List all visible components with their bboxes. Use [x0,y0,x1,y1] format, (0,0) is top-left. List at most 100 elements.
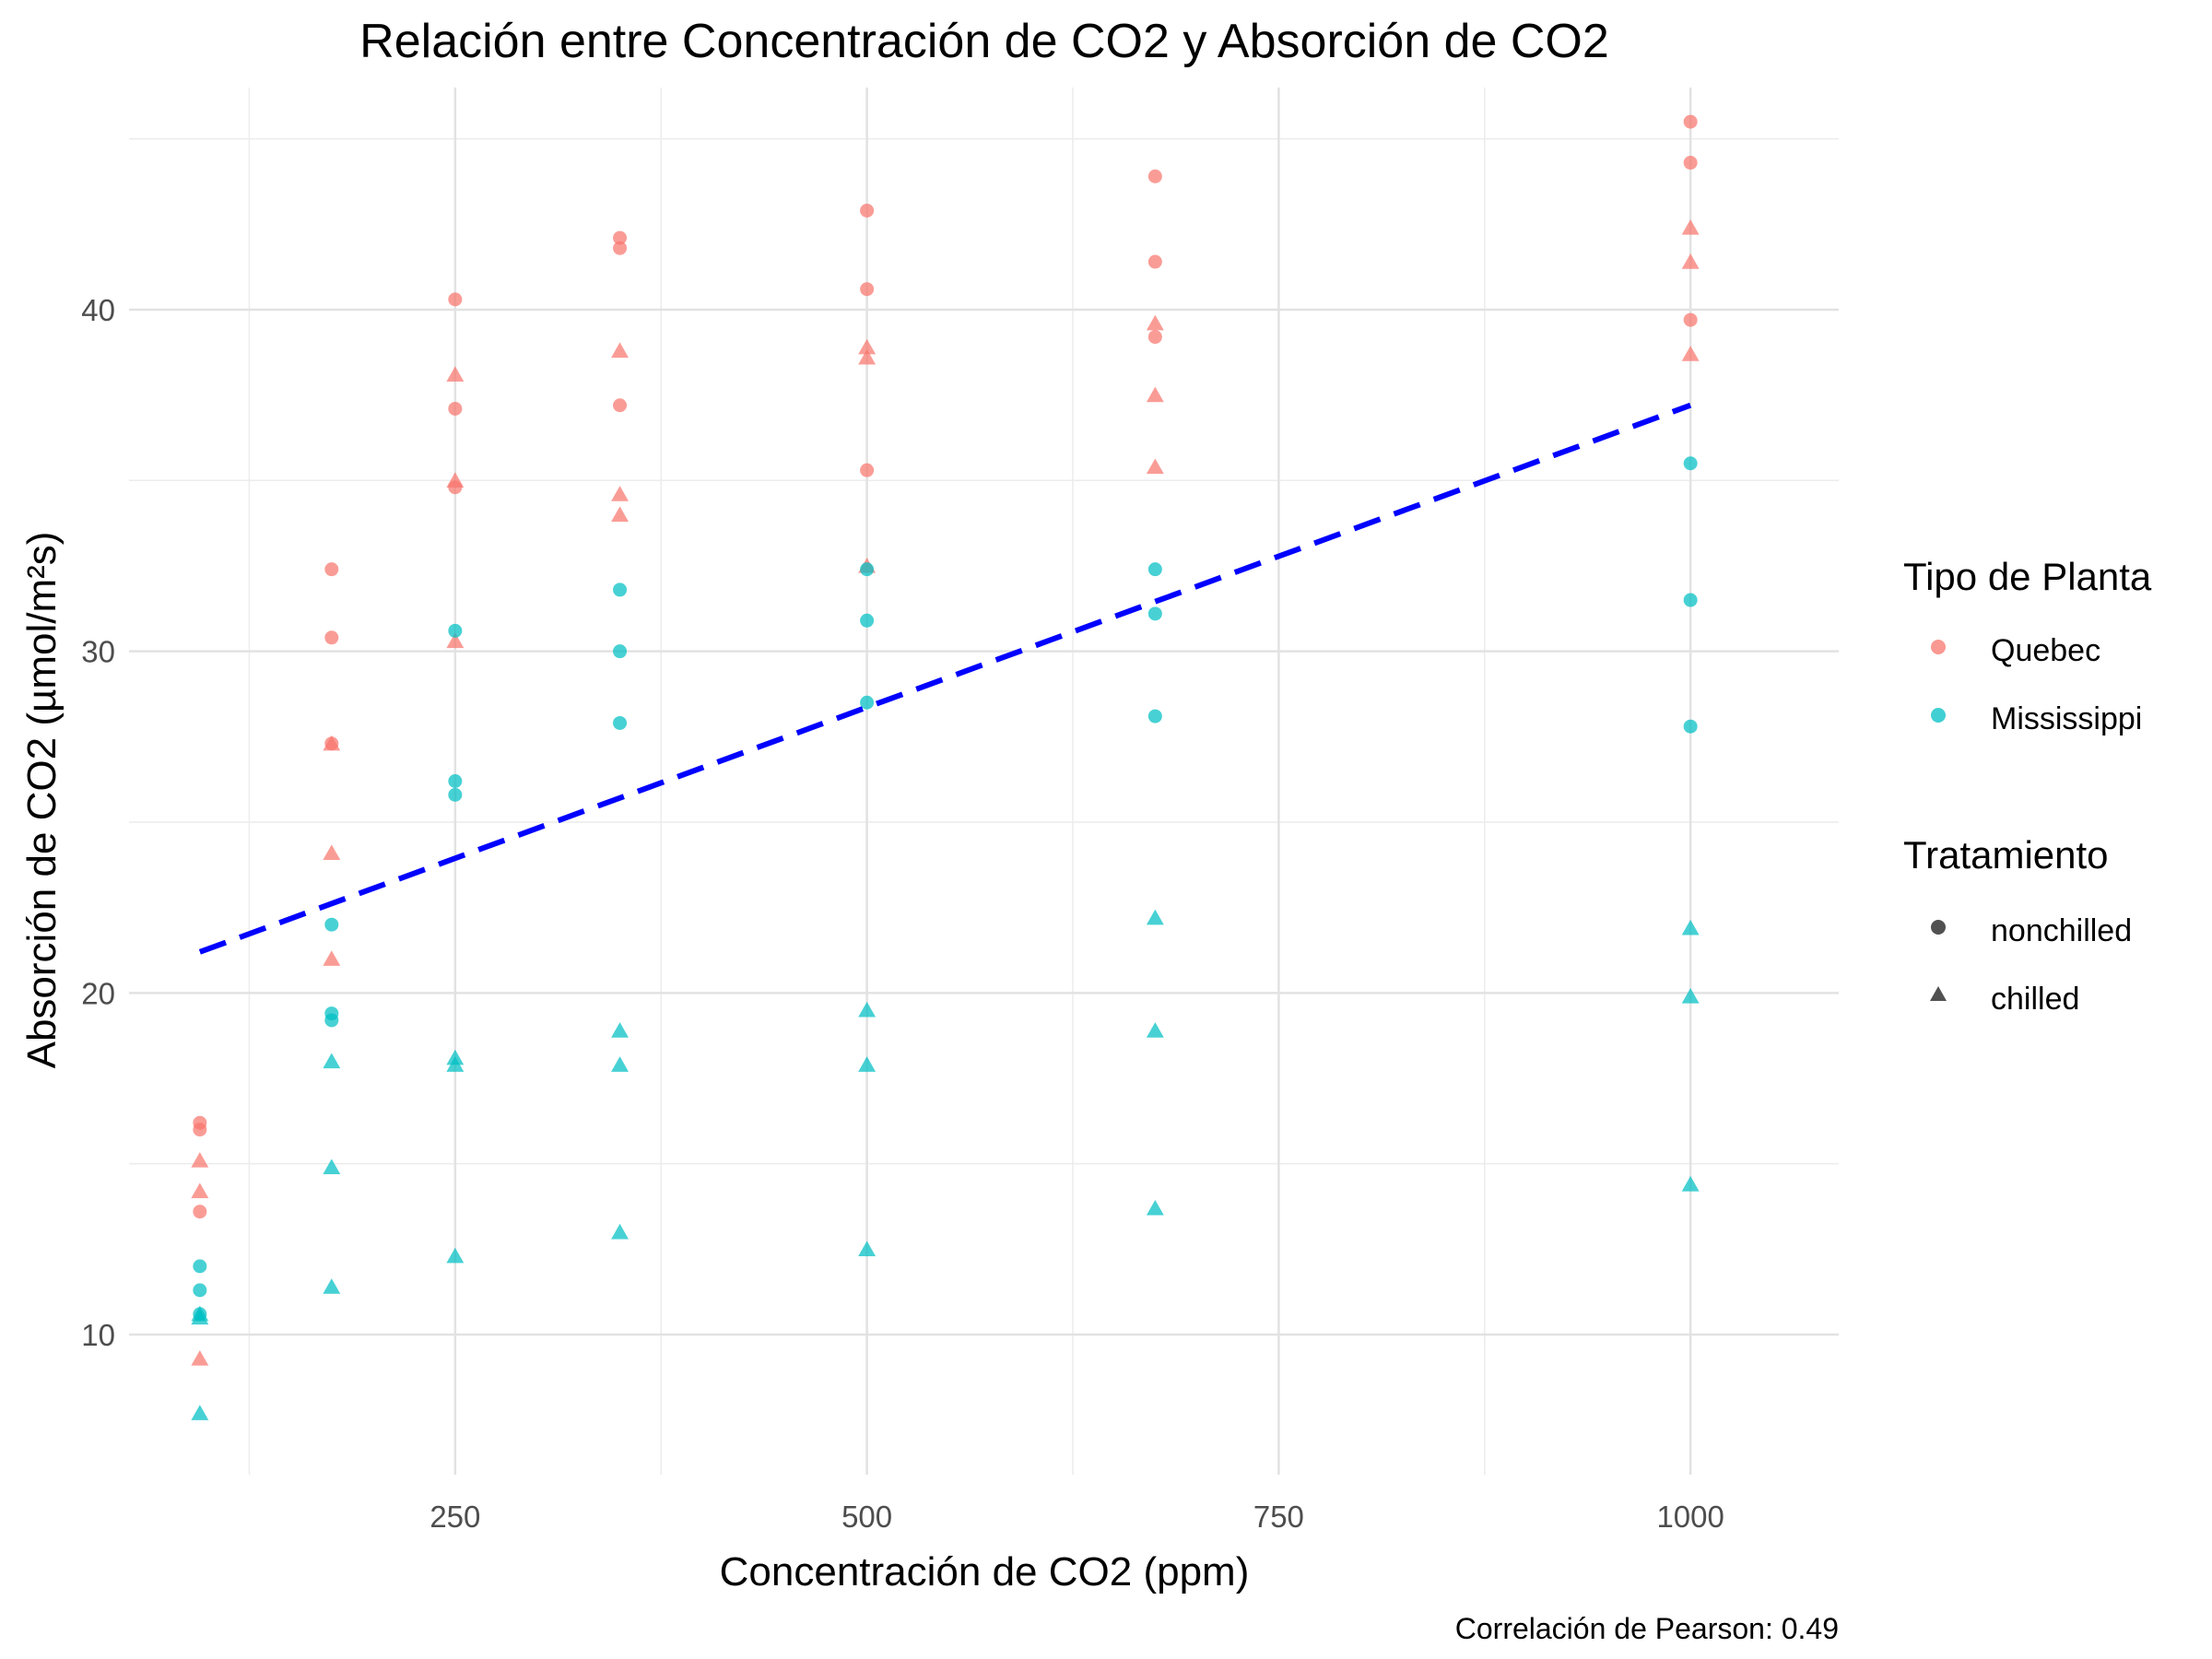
data-point-circle [324,917,339,932]
legend-key-chilled [1930,986,1947,1001]
data-point-triangle [1681,218,1700,235]
data-point-triangle [858,338,877,355]
data-point-triangle [446,1247,465,1264]
data-point-triangle [191,1182,209,1198]
data-point-circle [448,787,463,802]
data-point-circle [448,623,463,638]
data-point-triangle [446,632,465,649]
data-point-circle [1683,456,1698,471]
data-point-triangle [1146,1022,1164,1038]
data-point-triangle [1146,1199,1164,1216]
legend-key-mississippi [1931,708,1946,723]
data-point-triangle [446,472,465,488]
data-point-triangle [858,1241,877,1256]
data-point-triangle [858,1001,877,1018]
legend-label-chilled: chilled [1991,982,2079,1017]
data-point-circle [193,1205,207,1219]
data-point-triangle [1681,253,1700,269]
data-point-circle [860,695,875,710]
y-tick-label: 30 [81,635,115,669]
y-tick-label: 40 [81,293,115,327]
data-point-circle [324,1006,339,1021]
legend-title-treatment: Tratamiento [1903,833,2109,877]
data-point-triangle [323,950,341,966]
data-point-circle [448,774,463,788]
data-point-circle [448,401,463,416]
data-point-triangle [1681,1175,1700,1192]
regression-line [198,402,1692,955]
data-point-circle [193,1283,207,1298]
data-point-triangle [611,1056,629,1072]
data-point-circle [1683,719,1698,734]
data-point-circle [1147,709,1162,724]
data-point-triangle [611,1022,629,1038]
legend: Tipo de Planta Quebec Mississippi Tratam… [1903,555,2152,1017]
legend-key-nonchilled [1931,920,1946,935]
data-point-triangle [446,366,465,382]
data-point-circle [613,715,628,730]
x-tick-label: 1000 [1656,1500,1724,1534]
y-axis-title: Absorción de CO2 (µmol/m²s) [19,532,65,1069]
data-point-circle [324,562,339,577]
x-axis-title: Concentración de CO2 (ppm) [720,1549,1250,1594]
data-point-circle [1147,169,1162,183]
x-tick-label: 250 [429,1500,480,1534]
legend-label-nonchilled: nonchilled [1991,913,2132,948]
data-point-circle [613,241,628,255]
data-point-triangle [1681,346,1700,361]
data-point-circle [860,613,875,628]
data-point-circle [448,292,463,307]
data-point-triangle [611,1223,629,1240]
data-point-triangle [611,342,629,359]
data-point-triangle [858,348,877,365]
data-point-circle [324,630,339,645]
data-point-triangle [611,486,629,501]
data-points [191,114,1700,1420]
x-tick-label: 500 [841,1500,892,1534]
data-point-circle [193,1115,207,1130]
data-point-circle [613,230,628,245]
data-point-circle [860,562,875,577]
data-point-triangle [191,1349,209,1366]
chart-caption: Correlación de Pearson: 0.49 [1455,1612,1839,1645]
data-point-circle [613,644,628,659]
data-point-circle [860,282,875,297]
data-point-triangle [323,1278,341,1294]
x-tick-labels: 250 500 750 1000 [429,1500,1724,1534]
data-point-triangle [191,1405,209,1420]
data-point-triangle [323,735,341,751]
data-point-circle [613,398,628,413]
minor-gridlines [129,88,1839,1475]
data-point-circle [1147,254,1162,269]
data-point-triangle [1681,988,1700,1004]
data-point-circle [1683,156,1698,171]
data-point-circle [1683,593,1698,607]
data-point-circle [193,1259,207,1274]
legend-label-mississippi: Mississippi [1991,701,2142,736]
chart-title: Relación entre Concentración de CO2 y Ab… [359,15,1609,68]
data-point-triangle [1681,919,1700,935]
data-point-circle [1147,562,1162,577]
data-point-triangle [446,1056,465,1072]
data-point-triangle [611,506,629,523]
data-point-triangle [323,844,341,860]
data-point-triangle [858,1056,877,1072]
data-point-circle [860,203,875,218]
data-point-triangle [191,1305,209,1322]
data-point-circle [1683,312,1698,327]
data-point-circle [613,582,628,597]
data-point-circle [1147,330,1162,345]
y-tick-label: 10 [81,1318,115,1352]
x-tick-label: 750 [1253,1500,1304,1534]
data-point-triangle [1146,909,1164,925]
data-point-triangle [191,1151,209,1168]
data-point-circle [1683,114,1698,129]
legend-key-quebec [1931,640,1946,654]
data-point-triangle [323,1159,341,1175]
y-tick-label: 20 [81,976,115,1010]
data-point-triangle [1146,386,1164,403]
data-point-circle [860,463,875,477]
data-point-triangle [1146,314,1164,331]
